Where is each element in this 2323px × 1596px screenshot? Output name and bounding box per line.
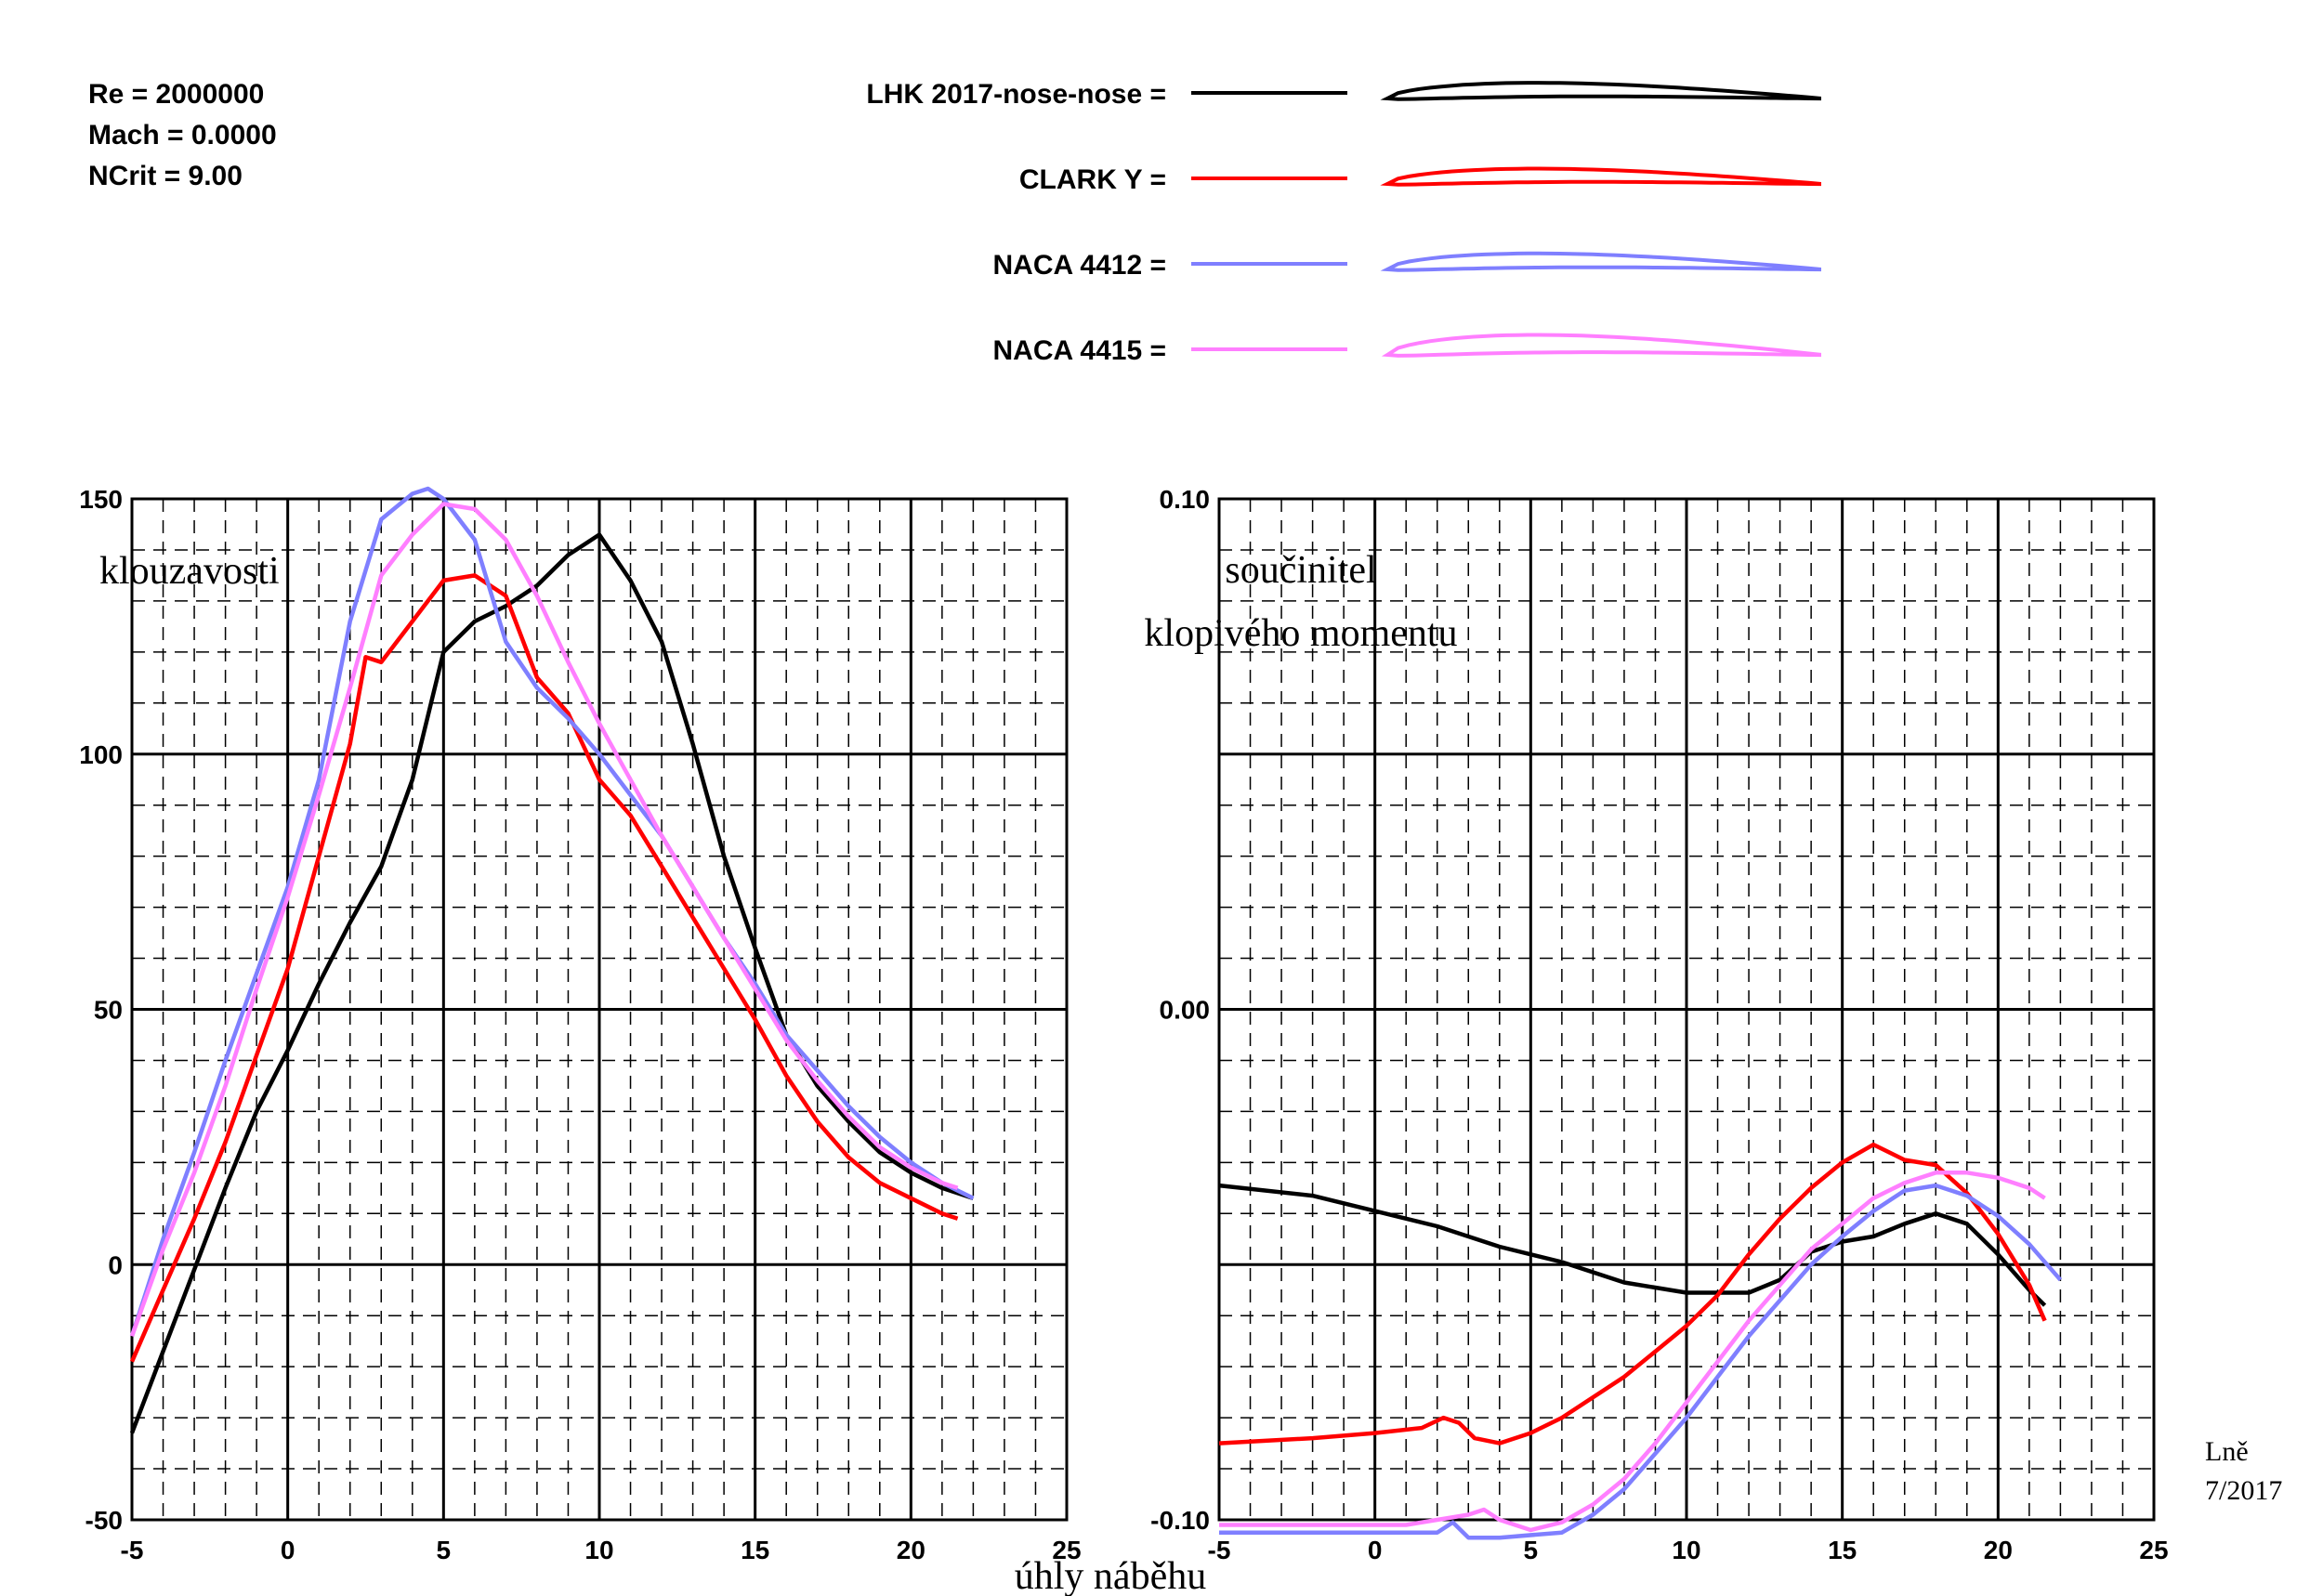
y-tick-label: 0 xyxy=(108,1250,123,1279)
x-tick-label: -5 xyxy=(1208,1536,1231,1564)
legend-item: LHK 2017-nose-nose = xyxy=(866,79,1821,110)
series-line-clark-y xyxy=(129,573,959,1363)
x-tick-label: 5 xyxy=(1524,1536,1539,1564)
y-tick-label: 100 xyxy=(79,740,123,769)
series-line-naca-4415 xyxy=(1219,1171,2046,1533)
y-axis-label: klouzavosti xyxy=(99,550,280,593)
y-tick-label: 0.10 xyxy=(1160,485,1211,514)
airfoil-outline xyxy=(1380,166,1821,187)
legend: LHK 2017-nose-nose = CLARK Y = NACA 4412 =… xyxy=(866,79,1821,366)
series-line-lhk-2017-nose-nose xyxy=(1218,1183,2047,1307)
mach-number: Mach = 0.0000 xyxy=(88,120,277,150)
x-tick-label: 0 xyxy=(1368,1536,1383,1564)
legend-item: CLARK Y = xyxy=(1019,164,1821,195)
ncrit-value: NCrit = 9.00 xyxy=(88,161,243,191)
series-line-naca-4412 xyxy=(1219,1183,2063,1540)
series-line-clark-y xyxy=(1218,1142,2047,1446)
legend-label: LHK 2017-nose-nose = xyxy=(866,79,1166,110)
x-tick-label: 10 xyxy=(584,1536,613,1564)
y-tick-label: -0.10 xyxy=(1150,1506,1210,1535)
x-axis-label: úhly náběhu xyxy=(1015,1555,1206,1596)
y-axis-label-line2: klopivého momentu xyxy=(1144,612,1457,655)
y-tick-label: 50 xyxy=(94,996,123,1025)
reynolds-number: Re = 2000000 xyxy=(88,79,265,110)
grid xyxy=(1219,499,2154,1520)
airfoil-outline xyxy=(1381,333,1821,358)
date-label: 7/2017 xyxy=(2205,1475,2282,1506)
x-tick-label: 15 xyxy=(1828,1536,1857,1564)
plot-frame xyxy=(130,497,1069,1522)
legend-item: NACA 4415 = xyxy=(993,333,1821,366)
author-label: Lně xyxy=(2205,1436,2249,1467)
x-tick-label: 20 xyxy=(897,1536,925,1564)
x-tick-label: 10 xyxy=(1672,1536,1700,1564)
x-tick-label: 20 xyxy=(1984,1536,2013,1564)
series-line-lhk-2017-nose-nose xyxy=(129,532,975,1434)
legend-label: CLARK Y = xyxy=(1019,164,1166,195)
y-tick-label: 0.00 xyxy=(1160,996,1211,1025)
x-tick-label: 25 xyxy=(2139,1536,2168,1564)
legend-label: NACA 4412 = xyxy=(993,250,1166,281)
x-tick-label: -5 xyxy=(121,1536,144,1564)
x-tick-label: 5 xyxy=(437,1536,452,1564)
x-tick-label: 15 xyxy=(741,1536,769,1564)
airfoil-outline xyxy=(1380,81,1821,101)
series-line-naca-4412 xyxy=(129,486,975,1337)
y-axis-label-line1: součinitel xyxy=(1225,549,1376,592)
run-parameters: Re = 2000000 Mach = 0.0000 NCrit = 9.00 xyxy=(88,74,277,197)
y-tick-label: -50 xyxy=(85,1506,123,1535)
moment-coefficient-chart: -5 0 5 10 15 20 25 -0.10 0.00 0.10 součinitel klopi… xyxy=(1144,485,2168,1564)
series-line-naca-4415 xyxy=(129,502,959,1337)
grid xyxy=(132,499,1067,1520)
x-tick-label: 25 xyxy=(1052,1536,1081,1564)
legend-item: NACA 4412 = xyxy=(993,250,1821,281)
airfoil-outline xyxy=(1380,251,1821,272)
y-tick-label: 150 xyxy=(79,485,123,514)
legend-label: NACA 4415 = xyxy=(993,335,1166,366)
x-tick-label: 0 xyxy=(281,1536,295,1564)
plot-frame xyxy=(1217,497,2156,1522)
